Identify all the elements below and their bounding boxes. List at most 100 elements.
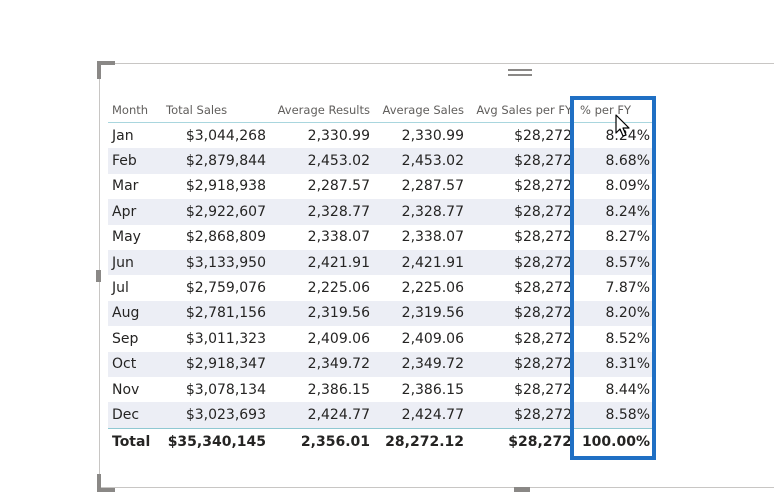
table-row[interactable]: Jul $2,759,076 2,225.06 2,225.06 $28,272 7.87…: [108, 275, 654, 300]
total-sales-cell: $2,922,607: [162, 199, 270, 225]
data-table: Month Total Sales Average Results Averag…: [108, 97, 654, 456]
month-cell: Nov: [112, 381, 140, 398]
month-cell: Aug: [108, 300, 162, 327]
table-row[interactable]: Jan $3,044,268 2,330.99 2,330.99 $28,272 8.24…: [108, 123, 654, 149]
column-header-average-sales[interactable]: Average Sales: [374, 97, 468, 123]
avg-sales-per-fy-cell: $28,272: [514, 330, 572, 347]
resize-handle-bottom-left[interactable]: [97, 474, 115, 492]
table-row[interactable]: May $2,868,809 2,338.07 2,338.07 $28,272 8.27…: [108, 225, 654, 250]
average-results-cell: 2,424.77: [270, 402, 374, 429]
avg-sales-per-fy-total: $28,272: [468, 427, 576, 456]
month-cell: Feb: [108, 148, 162, 174]
avg-sales-per-fy-cell: $28,272: [468, 402, 576, 429]
average-results-cell: 2,287.57: [307, 178, 370, 195]
table-row[interactable]: Jun $3,133,950 2,421.91 2,421.91 $28,272 8.57…: [108, 249, 654, 276]
average-sales-cell: 2,453.02: [374, 148, 468, 174]
average-results-cell: 2,225.06: [307, 280, 370, 297]
total-sales-cell: $3,044,268: [185, 127, 266, 144]
column-header-avg-sales-per-fy[interactable]: Avg Sales per FY: [468, 97, 576, 123]
avg-sales-per-fy-cell: $28,272: [514, 381, 572, 398]
average-sales-cell: 2,330.99: [401, 127, 464, 144]
average-sales-cell: 2,287.57: [401, 178, 464, 195]
table-row[interactable]: Aug $2,781,156 2,319.56 2,319.56 $28,272 8.20…: [108, 300, 654, 327]
pct-per-fy-cell: 8.52%: [605, 330, 650, 347]
average-sales-cell: 2,424.77: [374, 402, 468, 429]
avg-sales-per-fy-cell: $28,272: [468, 148, 576, 174]
pct-per-fy-cell: 7.87%: [605, 280, 650, 297]
table-row[interactable]: Mar $2,918,938 2,287.57 2,287.57 $28,272 8.09…: [108, 174, 654, 199]
average-sales-cell: 2,349.72: [374, 351, 468, 377]
month-cell: Jun: [108, 249, 162, 276]
table-row[interactable]: Nov $3,078,134 2,386.15 2,386.15 $28,272 8.44…: [108, 377, 654, 402]
table-visual[interactable]: Month Total Sales Average Results Averag…: [96, 61, 774, 492]
average-sales-cell: 2,421.91: [374, 249, 468, 276]
total-label: Total: [108, 427, 162, 456]
column-header-total-sales[interactable]: Total Sales: [162, 97, 270, 123]
average-results-cell: 2,328.77: [270, 199, 374, 225]
table-row[interactable]: Apr $2,922,607 2,328.77 2,328.77 $28,272 8.24…: [108, 199, 654, 225]
average-sales-cell: 2,409.06: [401, 330, 464, 347]
resize-handle-left[interactable]: [96, 270, 101, 282]
drag-grip-icon[interactable]: [508, 69, 532, 81]
resize-handle-bottom[interactable]: [514, 487, 530, 492]
average-sales-cell: 2,328.77: [374, 199, 468, 225]
month-cell: Jul: [112, 280, 129, 297]
pct-per-fy-cell: 8.27%: [605, 229, 650, 246]
pct-per-fy-cell: 8.44%: [605, 381, 650, 398]
avg-sales-per-fy-cell: $28,272: [514, 229, 572, 246]
column-header-month[interactable]: Month: [108, 97, 162, 123]
average-results-cell: 2,349.72: [270, 351, 374, 377]
avg-sales-per-fy-cell: $28,272: [468, 249, 576, 276]
column-header-average-results[interactable]: Average Results: [270, 97, 374, 123]
avg-sales-per-fy-cell: $28,272: [468, 300, 576, 327]
average-sales-cell: 2,386.15: [401, 381, 464, 398]
average-results-cell: 2,338.07: [307, 229, 370, 246]
total-sales-cell: $3,133,950: [162, 249, 270, 276]
avg-sales-per-fy-cell: $28,272: [468, 351, 576, 377]
month-cell: Dec: [108, 402, 162, 429]
pct-per-fy-cell: 8.58%: [576, 402, 654, 429]
avg-sales-per-fy-cell: $28,272: [514, 127, 572, 144]
table-row[interactable]: Feb $2,879,844 2,453.02 2,453.02 $28,272 8.68…: [108, 148, 654, 174]
average-sales-cell: 2,319.56: [374, 300, 468, 327]
average-results-cell: 2,319.56: [270, 300, 374, 327]
average-results-total: 2,356.01: [270, 427, 374, 456]
month-cell: Mar: [112, 178, 139, 195]
total-sales-cell: $2,918,938: [185, 178, 266, 195]
total-sales-cell: $2,759,076: [185, 280, 266, 297]
average-sales-total: 28,272.12: [374, 427, 468, 456]
table-row[interactable]: Sep $3,011,323 2,409.06 2,409.06 $28,272 8.52…: [108, 326, 654, 351]
pct-per-fy-cell: 8.68%: [576, 148, 654, 174]
pct-per-fy-cell: 8.20%: [576, 300, 654, 327]
month-cell: May: [112, 229, 141, 246]
table-row[interactable]: Oct $2,918,347 2,349.72 2,349.72 $28,272 8.31…: [108, 351, 654, 377]
pct-per-fy-cell: 8.57%: [576, 249, 654, 276]
average-results-cell: 2,386.15: [307, 381, 370, 398]
month-cell: Jan: [112, 127, 134, 144]
total-sales-cell: $2,918,347: [162, 351, 270, 377]
month-cell: Sep: [112, 330, 139, 347]
month-cell: Oct: [108, 351, 162, 377]
pct-per-fy-cell: 8.31%: [576, 351, 654, 377]
total-sales-total: $35,340,145: [162, 427, 270, 456]
month-cell: Apr: [108, 199, 162, 225]
table-header-row: Month Total Sales Average Results Averag…: [108, 97, 654, 123]
column-header-pct-per-fy[interactable]: % per FY: [576, 97, 654, 123]
total-row: Total $35,340,145 2,356.01 28,272.12 $28…: [108, 427, 654, 456]
average-results-cell: 2,453.02: [270, 148, 374, 174]
average-sales-cell: 2,225.06: [401, 280, 464, 297]
total-sales-cell: $2,879,844: [162, 148, 270, 174]
total-sales-cell: $2,781,156: [162, 300, 270, 327]
avg-sales-per-fy-cell: $28,272: [514, 178, 572, 195]
avg-sales-per-fy-cell: $28,272: [514, 280, 572, 297]
table-row[interactable]: Dec $3,023,693 2,424.77 2,424.77 $28,272 8.58…: [108, 402, 654, 429]
avg-sales-per-fy-cell: $28,272: [468, 199, 576, 225]
average-results-cell: 2,330.99: [307, 127, 370, 144]
resize-handle-top-left[interactable]: [97, 61, 115, 79]
total-sales-cell: $3,078,134: [185, 381, 266, 398]
total-sales-cell: $3,011,323: [185, 330, 266, 347]
pct-per-fy-total: 100.00%: [576, 427, 654, 456]
mouse-cursor-icon: [615, 114, 630, 137]
total-sales-cell: $3,023,693: [162, 402, 270, 429]
pct-per-fy-cell: 8.24%: [576, 199, 654, 225]
